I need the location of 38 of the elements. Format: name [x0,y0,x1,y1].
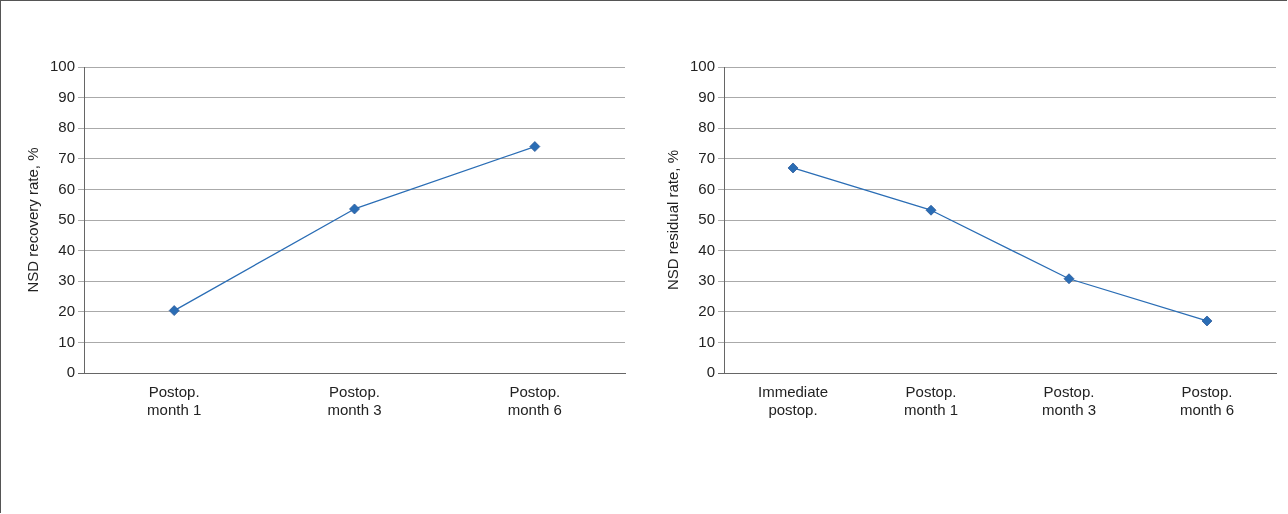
y-tick-label: 10 [698,332,716,350]
y-tick-label: 20 [698,301,716,319]
y-tick-label: 40 [698,240,716,258]
x-tick-label: Postop. month 3 [327,383,382,419]
y-tick-label: 50 [698,210,716,228]
point [787,162,799,174]
y-tick-label: 80 [58,118,76,136]
point [168,305,180,316]
x-tick-label: Postop. month 3 [1041,383,1097,419]
y-tick-label: 50 [58,210,76,228]
y-tick-label: 30 [58,271,76,289]
x-tick-label: Postop. month 1 [903,383,959,419]
y-tick-label: 60 [58,179,76,197]
x-tick-label: Postop. month 6 [1179,383,1235,419]
y-tick-label: 0 [66,363,76,381]
x-tick-label: Immediate postop. [758,383,829,419]
y-tick-label: 70 [698,148,716,166]
y-tick-label: 80 [698,118,716,136]
y-tick-label: 10 [58,332,76,350]
y-tick-label: 90 [698,87,716,105]
y-axis-title: NSD residual rate, % [664,149,682,291]
x-tick-label: Postop. month 1 [147,383,202,419]
point [349,203,360,215]
point [1201,315,1213,327]
y-tick-label: 60 [698,179,716,197]
point [925,204,937,216]
x-tick-label: Postop. month 6 [507,383,562,419]
y-axis-title: NSD recovery rate, % [24,147,42,293]
y-tick-label: 40 [58,240,76,258]
point [1063,273,1075,285]
y-tick-label: 100 [690,57,716,75]
y-tick-label: 20 [58,301,76,319]
y-tick-label: 0 [706,363,716,381]
y-tick-label: 90 [58,87,76,105]
y-tick-label: 70 [58,148,76,166]
point [529,141,541,152]
y-tick-label: 100 [50,57,76,75]
y-tick-label: 30 [698,271,716,289]
